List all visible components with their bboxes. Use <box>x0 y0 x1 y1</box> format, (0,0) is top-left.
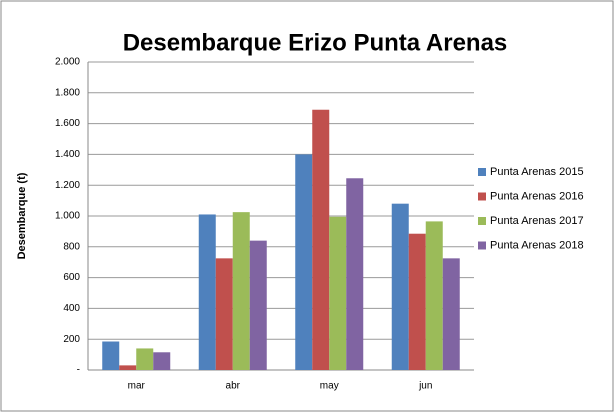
bar <box>102 341 120 370</box>
bar <box>329 216 347 370</box>
legend-label: Punta Arenas 2017 <box>490 215 584 227</box>
y-tick-label: 200 <box>63 334 80 345</box>
legend-label: Punta Arenas 2016 <box>490 190 584 202</box>
legend-swatch <box>478 192 486 201</box>
legend-swatch <box>478 168 486 176</box>
bar <box>136 348 154 370</box>
y-tick-label: - <box>77 365 80 376</box>
y-tick-label: 600 <box>63 272 80 283</box>
bar <box>295 154 313 370</box>
y-tick-label: 400 <box>63 303 80 314</box>
x-tick-label: jun <box>418 381 432 392</box>
y-tick-label: 2.000 <box>55 57 80 68</box>
y-tick-label: 1.600 <box>55 118 80 129</box>
legend-label: Punta Arenas 2015 <box>490 166 584 178</box>
legend-swatch <box>478 217 486 225</box>
y-tick-label: 1.800 <box>55 87 80 98</box>
bar <box>153 352 171 370</box>
y-tick-label: 1.400 <box>55 149 80 160</box>
y-tick-label: 1.200 <box>55 180 80 191</box>
y-tick-label: 800 <box>63 241 80 252</box>
bar <box>346 178 364 370</box>
x-tick-label: mar <box>128 381 146 392</box>
bar <box>425 221 443 370</box>
bar <box>232 212 250 370</box>
bar <box>391 203 409 370</box>
bar <box>249 240 267 370</box>
bar <box>442 258 460 370</box>
x-tick-label: abr <box>226 381 241 392</box>
bar <box>119 365 137 370</box>
bar <box>408 233 426 370</box>
bar <box>198 214 216 370</box>
y-axis-label: Desembarque (t) <box>16 172 28 259</box>
bar <box>215 258 233 370</box>
x-tick-label: may <box>320 381 339 392</box>
legend-label: Punta Arenas 2018 <box>490 239 584 251</box>
legend-swatch <box>478 241 486 250</box>
bar <box>312 109 330 371</box>
chart-title: Desembarque Erizo Punta Arenas <box>123 29 508 56</box>
y-tick-label: 1.000 <box>55 211 80 222</box>
